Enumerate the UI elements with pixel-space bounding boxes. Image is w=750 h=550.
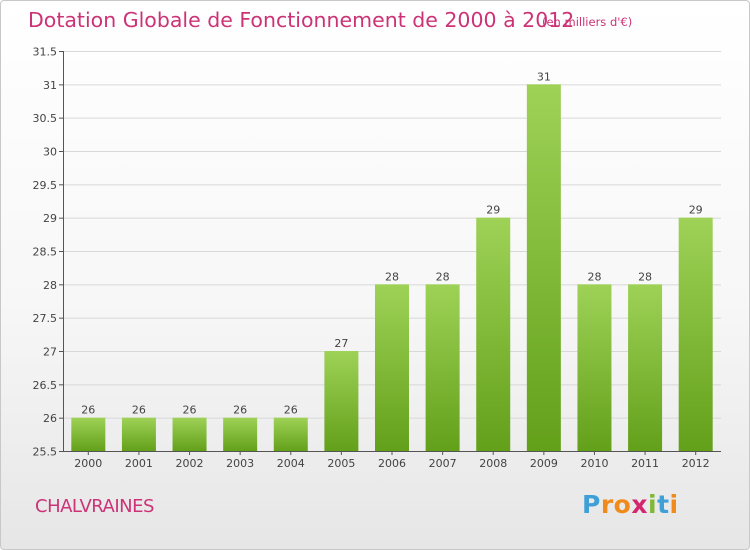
bar [526, 84, 561, 451]
logo-letter: t [657, 490, 670, 519]
y-tick-label: 31.5 [33, 46, 58, 59]
x-tick-label: 2010 [580, 457, 608, 470]
data-label: 26 [132, 404, 146, 417]
bar-series [71, 84, 713, 451]
logo-letter: x [631, 490, 648, 519]
data-label: 28 [436, 270, 450, 283]
x-tick-label: 2012 [682, 457, 710, 470]
x-tick-label: 2000 [74, 457, 102, 470]
data-label: 28 [638, 270, 652, 283]
bar [425, 284, 460, 451]
bar [121, 417, 156, 451]
bar [375, 284, 409, 451]
x-tick-label: 2002 [176, 457, 204, 470]
bar [678, 217, 713, 451]
logo-letter: i [648, 490, 658, 519]
bar [223, 417, 258, 451]
data-label: 29 [689, 204, 703, 217]
x-tick-label: 2003 [226, 457, 254, 470]
data-label: 28 [587, 270, 601, 283]
logo-letter: r [600, 490, 614, 519]
x-tick-label: 2006 [378, 457, 406, 470]
bar [172, 417, 207, 451]
data-label: 26 [233, 404, 247, 417]
y-tick-label: 26.5 [33, 379, 58, 392]
x-tick-label: 2009 [530, 457, 558, 470]
x-tick-label: 2005 [327, 457, 355, 470]
logo-letter: o [613, 490, 632, 519]
x-tick-label: 2008 [479, 457, 507, 470]
bar [577, 284, 612, 451]
y-tick-label: 27 [43, 346, 57, 359]
data-label: 31 [537, 70, 551, 83]
y-tick-label: 26 [43, 412, 57, 425]
y-tick-label: 29 [43, 212, 57, 225]
logo-letter: P [582, 490, 601, 519]
y-tick-label: 28 [43, 279, 57, 292]
data-labels: 26 26 26 26 26 27 28 28 29 31 28 28 29 [81, 70, 702, 416]
y-tick-label: 25.5 [33, 446, 58, 459]
proxiti-logo: Proxiti [582, 490, 679, 519]
y-tick-label: 31 [43, 79, 57, 92]
chart-title: Dotation Globale de Fonctionnement de 20… [28, 8, 575, 32]
data-label: 29 [486, 204, 500, 217]
bar [476, 217, 511, 451]
data-label: 26 [183, 404, 197, 417]
data-label: 27 [334, 337, 348, 350]
x-tick-label: 2007 [429, 457, 457, 470]
data-label: 26 [284, 404, 298, 417]
bar [628, 284, 663, 451]
bar [273, 417, 308, 451]
data-label: 26 [81, 404, 95, 417]
commune-name: CHALVRAINES [35, 496, 154, 517]
y-tick-label: 27.5 [33, 312, 58, 325]
y-tick-label: 29.5 [33, 179, 58, 192]
bar [324, 351, 359, 451]
y-tick-label: 28.5 [33, 246, 58, 259]
logo-letter: i [669, 490, 679, 519]
data-label: 28 [385, 270, 399, 283]
axes: 25.5 26 26.5 27 27.5 28 28.5 29 29.5 30 30.5 31 31.5… [33, 46, 721, 470]
chart-subtitle: (en milliers d'€) [542, 15, 633, 29]
bar [71, 417, 106, 451]
x-tick-label: 2004 [277, 457, 305, 470]
x-tick-label: 2001 [125, 457, 153, 470]
y-tick-label: 30.5 [33, 112, 58, 125]
x-tick-label: 2011 [631, 457, 659, 470]
y-tick-label: 30 [43, 146, 57, 159]
